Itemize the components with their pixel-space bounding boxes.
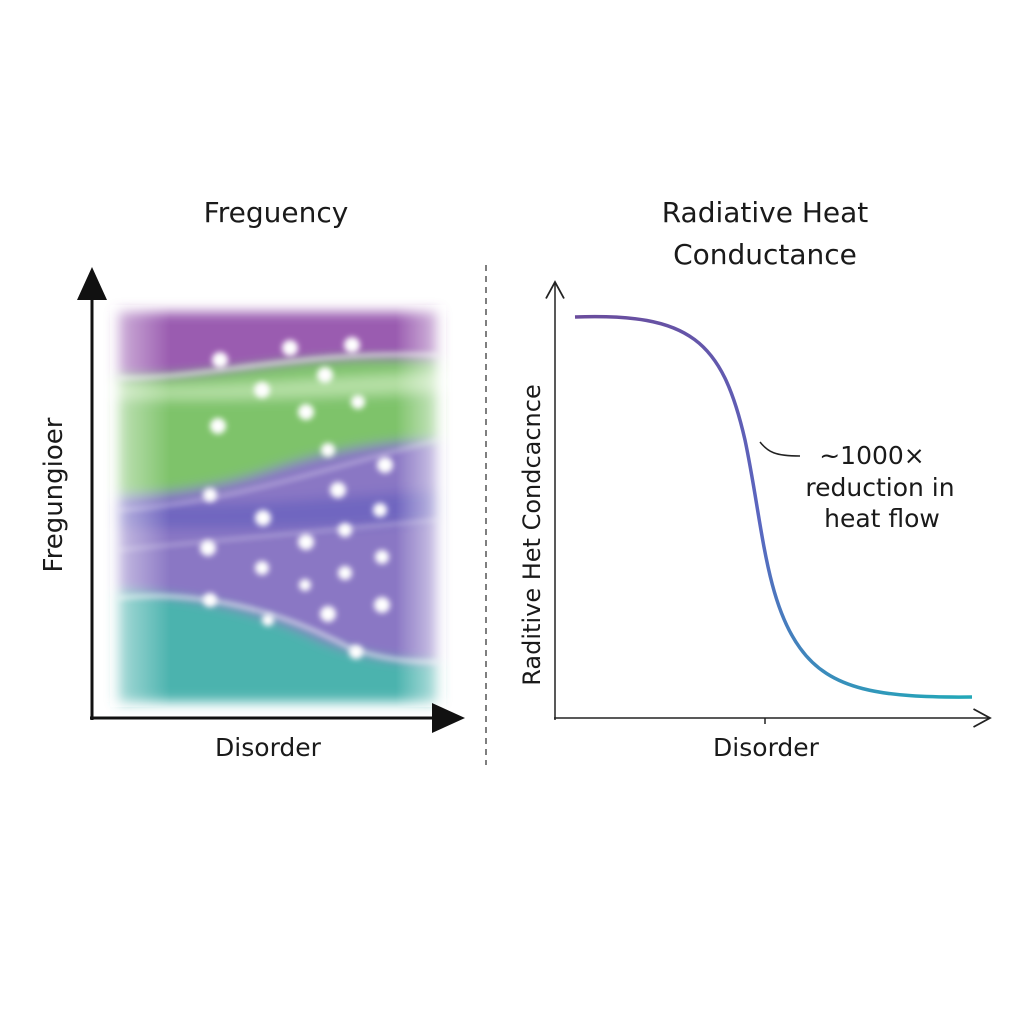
- right-y-label: Raditive Het Condcacnce: [518, 384, 546, 685]
- annotation-line: reduction in: [805, 473, 954, 502]
- right-panel: Radiative Heat Conductance ~1000× reduct…: [518, 196, 992, 762]
- annotation-line: ~1000×: [819, 441, 925, 470]
- left-x-label: Disorder: [215, 733, 322, 762]
- left-panel: Freguency: [39, 196, 465, 762]
- right-title-line: Radiative Heat: [662, 196, 869, 229]
- left-title: Freguency: [204, 196, 349, 229]
- left-y-label: Fregungioer: [39, 417, 69, 572]
- band-map: [110, 305, 446, 707]
- right-x-label: Disorder: [713, 733, 820, 762]
- annotation-line: heat flow: [824, 504, 940, 533]
- annotation-leader: [759, 441, 801, 457]
- right-title-line: Conductance: [673, 238, 857, 271]
- conductance-curve: [574, 314, 973, 699]
